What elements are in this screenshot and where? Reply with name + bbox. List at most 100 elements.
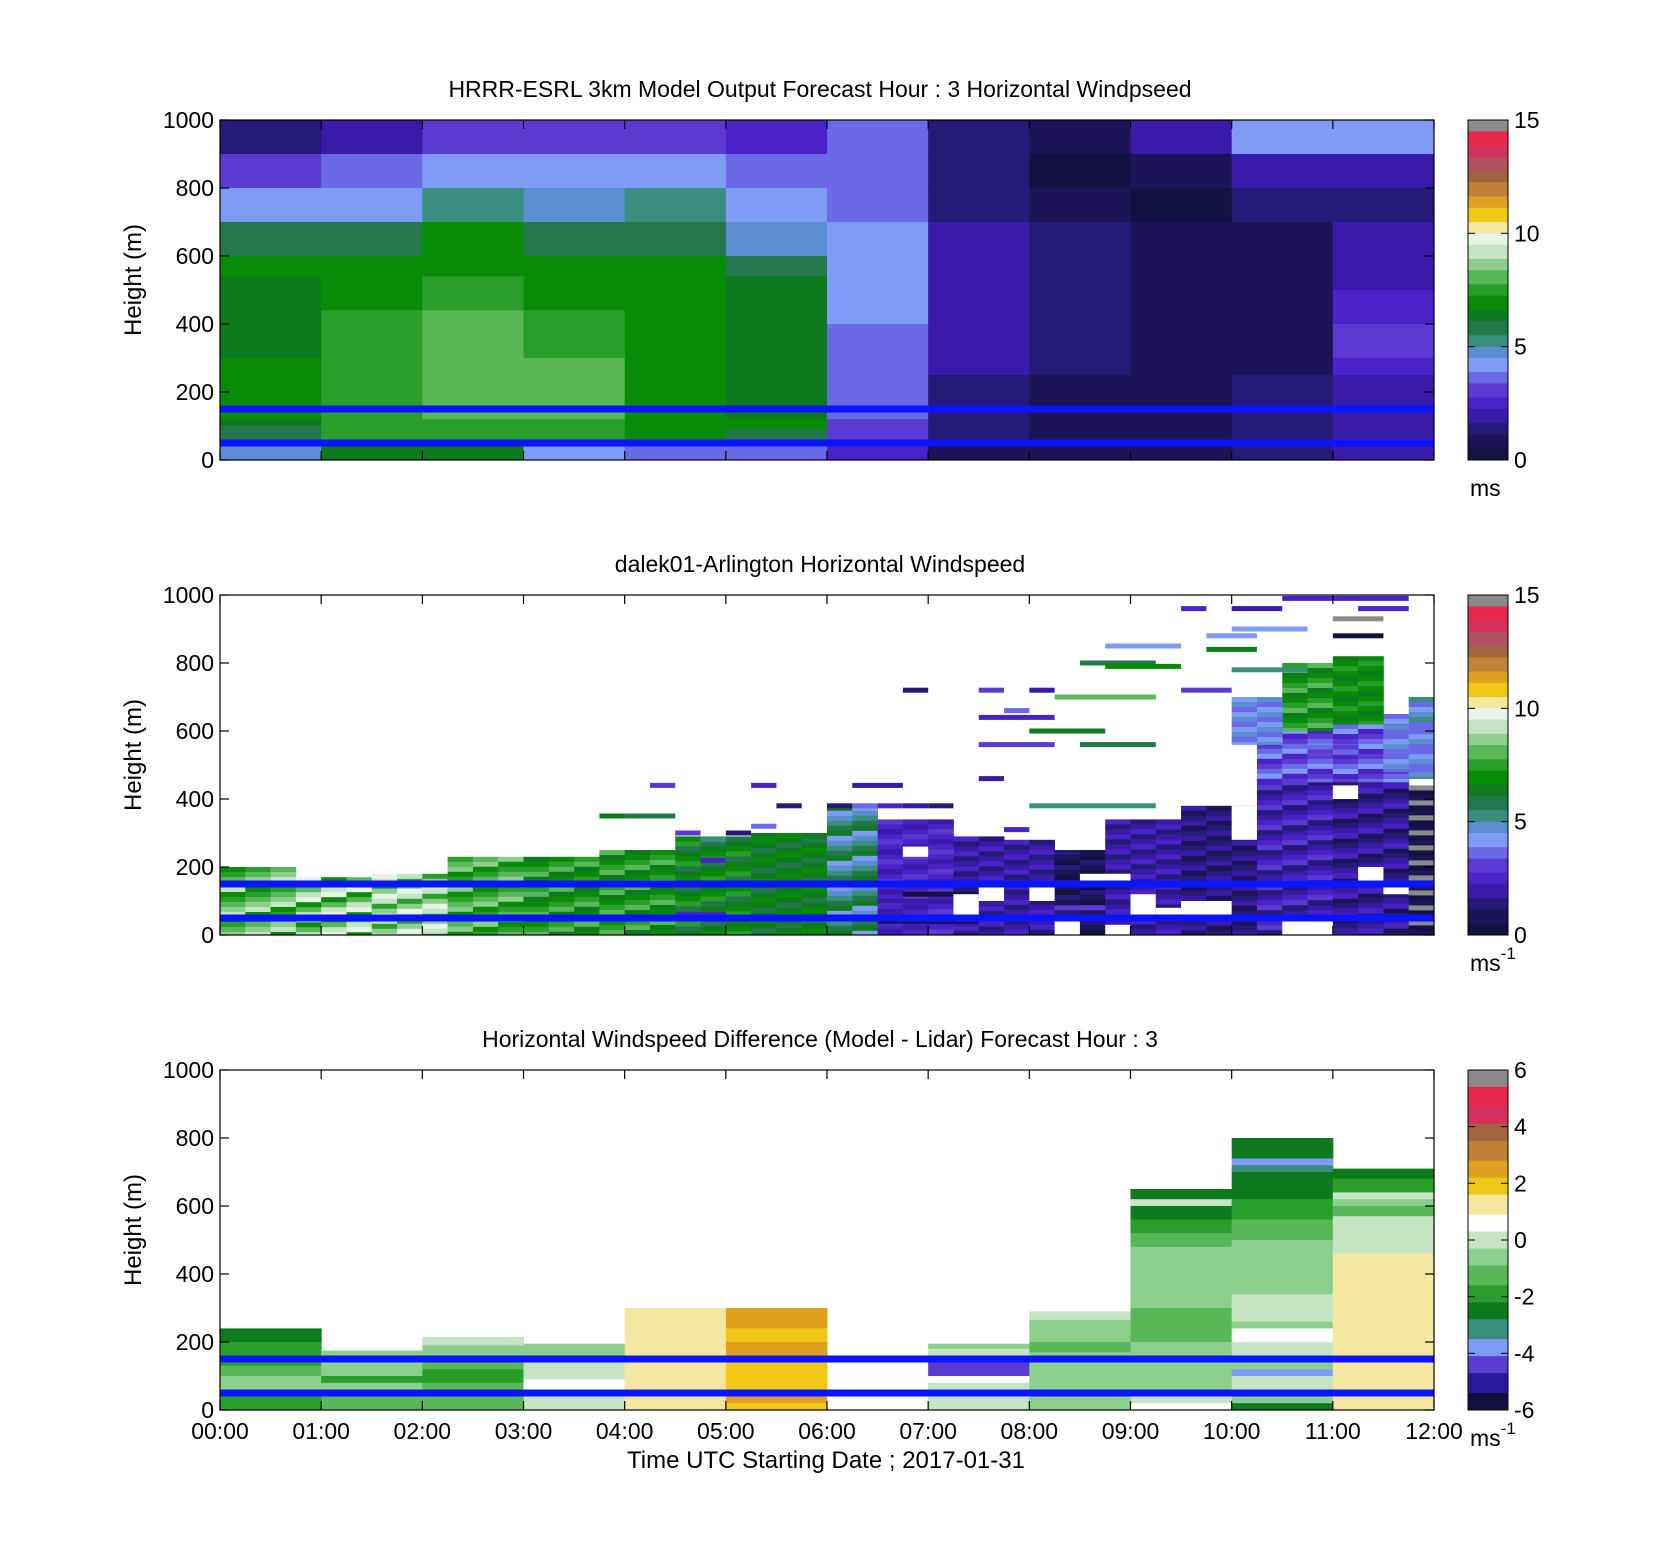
- lidar-cell: [1408, 702, 1434, 708]
- colorbar-segment: [1468, 1316, 1508, 1320]
- data-cells: [220, 595, 1434, 935]
- lidar-cell: [1206, 810, 1233, 817]
- colorbar-segment: [1468, 816, 1508, 820]
- lidar-cell: [1029, 919, 1056, 926]
- lidar-cell: [1332, 754, 1359, 756]
- lidar-cell: [1358, 754, 1384, 760]
- lidar-cell: [776, 933, 803, 935]
- lidar-cell: [1181, 820, 1207, 827]
- lidar-cell: [1332, 798, 1359, 804]
- lidar-cell: [827, 810, 853, 817]
- heatmap-cell: [1231, 222, 1334, 325]
- lidar-cell: [1332, 858, 1359, 864]
- lidar-cell: [1307, 668, 1334, 674]
- lidar-cell: [649, 890, 676, 896]
- lidar-cell: [1383, 838, 1410, 844]
- lidar-cell: [1130, 919, 1157, 925]
- x-tick-label: 10:00: [1203, 1418, 1261, 1444]
- lidar-cell: [397, 908, 423, 915]
- heatmap-cell: [1029, 1328, 1131, 1343]
- colorbar-segment: [1468, 909, 1508, 913]
- lidar-cell: [1181, 870, 1207, 877]
- lidar-cell: [877, 874, 904, 880]
- lidar-cell: [751, 863, 777, 869]
- lidar-cell: [1206, 920, 1233, 927]
- lidar-cell: [447, 911, 474, 918]
- colorbar-segment: [1468, 665, 1508, 670]
- colorbar-segment: [1468, 420, 1508, 424]
- lidar-cell: [1332, 691, 1359, 697]
- lidar-cell: [523, 906, 550, 913]
- colorbar-segment: [1468, 830, 1508, 834]
- heatmap-cell: [1231, 1240, 1334, 1261]
- lidar-cell: [827, 850, 853, 857]
- colorbar-segment: [1468, 1359, 1508, 1363]
- colorbar-segment: [1468, 241, 1508, 246]
- lidar-cell: [1282, 773, 1308, 780]
- lidar-cell: [877, 819, 904, 825]
- lidar-cell: [599, 895, 626, 901]
- heatmap-cell: [624, 222, 727, 257]
- colorbar-segment: [1468, 1276, 1508, 1281]
- lidar-cell: [902, 854, 929, 860]
- colorbar-segment: [1468, 1310, 1508, 1315]
- lidar-cell: [1307, 895, 1334, 901]
- heatmap-cell: [725, 256, 828, 277]
- lidar-cell: [1383, 744, 1410, 750]
- lidar-cell: [1282, 780, 1308, 786]
- heatmap-cell: [1332, 1192, 1434, 1200]
- lidar-cell: [574, 911, 600, 918]
- lidar-cell: [447, 861, 474, 868]
- lidar-cell: [801, 908, 828, 914]
- colorbar-segment: [1468, 1274, 1508, 1278]
- lidar-cell: [1307, 910, 1334, 916]
- lidar-cell: [1054, 885, 1081, 891]
- lidar-cell: [1282, 885, 1308, 891]
- lidar-cell: [245, 867, 271, 873]
- lidar-cell: [270, 922, 297, 928]
- colorbar-segment: [1468, 261, 1508, 265]
- lidar-cell: [675, 861, 701, 867]
- colorbar-segment: [1468, 1087, 1508, 1091]
- lidar-cell: [827, 845, 853, 852]
- heatmap-cell: [422, 1382, 524, 1410]
- lidar-cell: [295, 922, 322, 928]
- lidar-cell: [1054, 875, 1081, 881]
- colorbar-segment: [1468, 651, 1508, 655]
- lidar-cell: [1307, 870, 1334, 876]
- colorbar-segment: [1468, 1180, 1508, 1184]
- colorbar-segment: [1468, 1118, 1508, 1122]
- lidar-cell: [1256, 702, 1283, 708]
- y-axis-label: Height (m): [120, 1174, 147, 1286]
- lidar-cell: [447, 906, 474, 913]
- lidar-cell: [1408, 845, 1434, 851]
- colorbar-segment: [1468, 671, 1508, 675]
- heatmap-cell: [220, 443, 322, 460]
- lidar-cell: [776, 898, 803, 904]
- lidar-cell: [1332, 928, 1359, 934]
- colorbar-frame: [1467, 119, 1509, 461]
- lidar-cell: [548, 926, 575, 933]
- lidar-cell: [1307, 698, 1334, 704]
- heatmap-cell: [1231, 443, 1334, 460]
- lidar-cell: [1358, 686, 1384, 692]
- lidar-cell: [498, 866, 524, 873]
- lidar-cell: [1358, 893, 1384, 899]
- heatmap-cell: [827, 256, 929, 325]
- lidar-cell: [1282, 870, 1308, 876]
- heatmap-cell: [928, 120, 1030, 155]
- lidar-cell: [827, 860, 853, 867]
- lidar-cell: [1206, 930, 1233, 935]
- lidar-cell: [498, 896, 524, 903]
- colorbar-segment: [1468, 892, 1508, 896]
- lidar-cell: [1332, 724, 1359, 730]
- lidar-cell: [1383, 803, 1410, 809]
- colorbar-segment: [1468, 1109, 1508, 1113]
- lidar-cell: [1358, 803, 1384, 809]
- lidar-cell: [1206, 840, 1233, 847]
- lidar-cell: [321, 902, 347, 908]
- lidar-cell: [1332, 696, 1359, 702]
- heatmap-cell: [827, 120, 929, 155]
- lidar-cell: [725, 901, 752, 907]
- lidar-cell: [1307, 758, 1334, 765]
